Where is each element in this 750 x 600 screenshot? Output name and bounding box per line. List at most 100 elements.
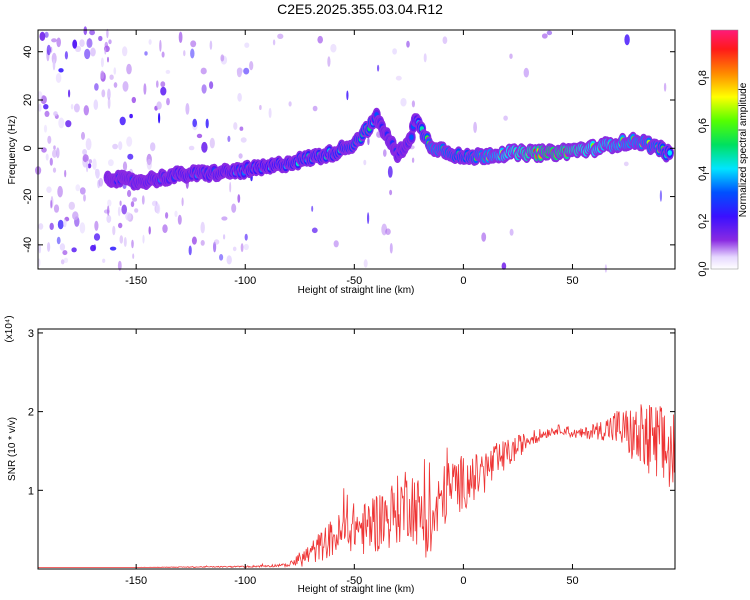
colorbar-tick-label: 0.4 [697, 166, 709, 181]
speckle-cell [191, 236, 197, 245]
speckle-cell [150, 142, 156, 152]
speckle-cell [201, 141, 208, 153]
speckle-cell [46, 44, 51, 56]
chart-title: C2E5.2025.355.03.04.R12 [277, 1, 443, 17]
speckle-cell [244, 42, 250, 48]
speckle-cell [389, 189, 393, 196]
speckle-cell [268, 107, 272, 119]
speckle-cell [93, 244, 97, 251]
speckle-cell [119, 235, 124, 244]
speckle-cell [312, 105, 318, 112]
speckle-cell [84, 48, 91, 60]
speckle-cell [161, 51, 165, 58]
speckle-cell [383, 149, 387, 157]
speckle-cell [101, 89, 106, 98]
speckle-cell [55, 73, 62, 83]
speckle-cell [333, 240, 339, 248]
speckle-cell [47, 242, 51, 252]
speckle-cell [56, 236, 61, 245]
speckle-cell [188, 145, 195, 151]
colorbar-tick-label: 0.8 [697, 70, 709, 85]
speckle-cell [56, 37, 61, 48]
speckle-cell [192, 118, 197, 128]
speckle-cell [411, 157, 415, 163]
speckle-cell [392, 48, 397, 55]
speckle-cell [104, 47, 107, 55]
speckle-cell [45, 153, 49, 161]
speckle-cell [53, 204, 60, 213]
speckle-cell [126, 136, 133, 147]
speckle-cell [213, 239, 220, 245]
speckle-cell [200, 67, 207, 75]
speckle-cell [346, 90, 349, 101]
y-tick-label: 40 [22, 46, 34, 58]
x-tick-label: 50 [566, 275, 578, 287]
speckle-cell [162, 224, 168, 234]
speckle-cell [363, 259, 368, 268]
x-tick-label: -100 [234, 275, 256, 287]
speckle-cell [49, 157, 53, 166]
speckle-cell [44, 31, 49, 38]
speckle-cell [89, 29, 95, 36]
speckle-cell [72, 211, 79, 221]
speckle-cell [109, 74, 114, 80]
speckle-cell [237, 194, 241, 203]
ridge-cell [667, 150, 672, 156]
speckle-cell [108, 39, 112, 45]
speckle-cell [83, 194, 86, 202]
speckle-cell [219, 253, 224, 261]
speckle-cell [72, 39, 78, 49]
colorbar-tick-label: 0.2 [697, 214, 709, 229]
speckle-cell [259, 105, 262, 110]
speckle-cell [63, 257, 69, 263]
speckle-cell [117, 260, 122, 271]
snr-y-ticks: 1 2 3 [28, 328, 675, 497]
speckle-cell [155, 203, 161, 214]
speckle-cell [79, 187, 86, 195]
speckle-cell [117, 206, 121, 217]
speckle-cell [200, 221, 205, 234]
speckle-cell [141, 195, 145, 205]
speckle-cell [130, 201, 135, 208]
speckle-cell [112, 225, 116, 236]
speckle-cell [178, 31, 183, 43]
speckle-cell [249, 61, 254, 71]
speckle-cell [423, 53, 427, 63]
spectrogram-panel: -150 -100 -50 0 50 -40 -20 0 20 40 Height of str… [7, 26, 676, 296]
colorbar-tick-label: 0.6 [697, 118, 709, 133]
speckle-cell [523, 67, 529, 78]
speckle-cell [239, 126, 244, 131]
speckle-cell [58, 68, 64, 73]
speckle-cell [220, 54, 225, 62]
speckle-cell [38, 244, 42, 254]
snr-frame [37, 328, 676, 570]
speckle-cell [43, 124, 48, 133]
spectrogram-x-label: Height of straight line (km) [298, 285, 415, 296]
speckle-cell [107, 199, 112, 207]
y-tick-label: 2 [28, 407, 34, 419]
speckle-cell [209, 137, 215, 149]
speckle-cell [205, 118, 209, 129]
speckle-cell [118, 141, 123, 151]
speckle-cell [98, 35, 103, 42]
speckle-cell [100, 70, 105, 80]
speckle-cell [107, 97, 111, 109]
speckle-cell [52, 149, 57, 158]
speckle-cell [44, 110, 50, 117]
speckle-cell [330, 43, 337, 53]
speckle-cell [327, 56, 331, 67]
speckle-cell [232, 246, 237, 252]
colorbar-gradient [710, 29, 739, 270]
speckle-cell [272, 39, 276, 46]
speckle-cell [47, 135, 52, 144]
y-tick-label: -20 [22, 189, 34, 205]
speckle-cell [58, 117, 65, 129]
speckle-cell [165, 212, 169, 219]
speckle-cell [400, 97, 407, 107]
speckle-cell [83, 26, 88, 36]
x-tick-label: 0 [460, 575, 466, 587]
speckle-cell [227, 135, 231, 142]
x-tick-label: -50 [346, 575, 362, 587]
speckle-cell [93, 99, 99, 110]
